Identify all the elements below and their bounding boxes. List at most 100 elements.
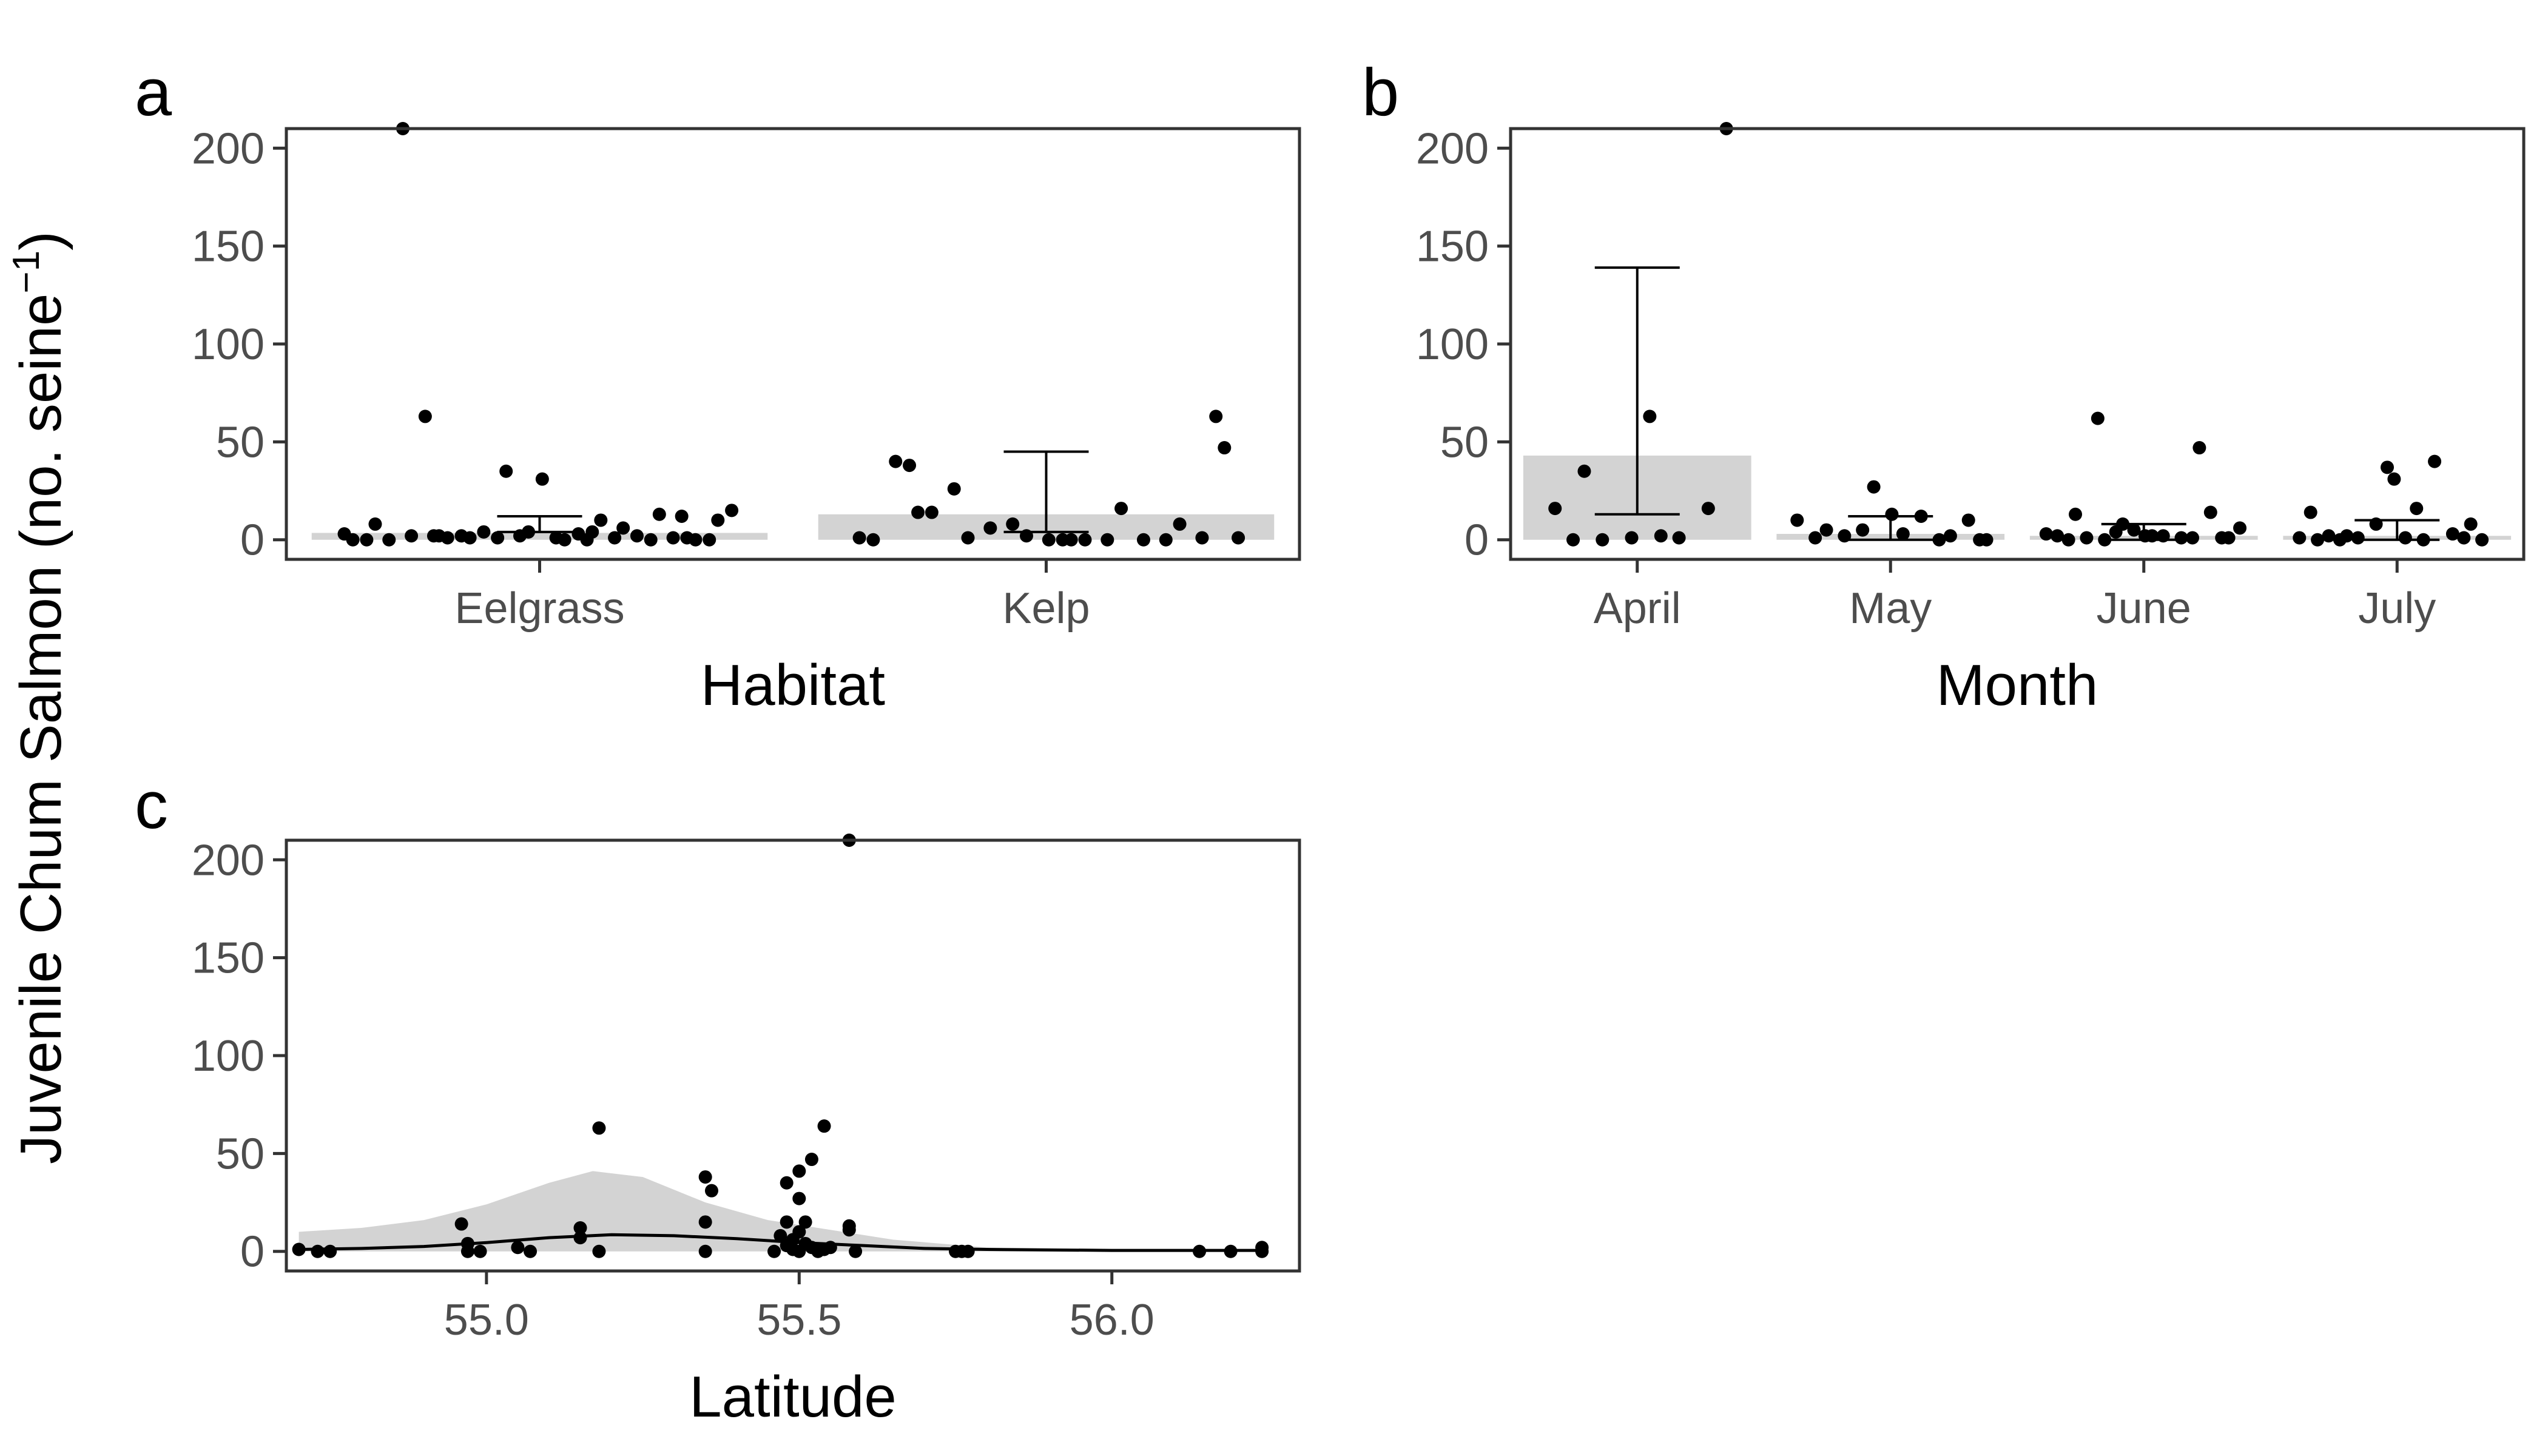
data-point <box>1255 1241 1269 1255</box>
panel-label-b: b <box>1362 55 1399 130</box>
data-point <box>798 1215 812 1229</box>
data-point <box>780 1176 794 1190</box>
data-point <box>454 529 468 543</box>
x-tick-label: 56.0 <box>1070 1296 1154 1344</box>
data-point <box>323 1244 337 1258</box>
data-point <box>360 533 374 547</box>
data-point <box>698 1215 712 1229</box>
y-tick-label: 100 <box>1416 320 1489 369</box>
data-point <box>852 531 866 545</box>
data-point <box>1790 513 1804 527</box>
data-point <box>780 1215 794 1229</box>
y-tick-label: 50 <box>1440 418 1489 467</box>
data-point <box>911 505 925 519</box>
data-point <box>1961 513 1975 527</box>
data-point <box>1701 502 1715 516</box>
y-tick-label: 100 <box>192 320 265 369</box>
data-point <box>2080 531 2094 545</box>
y-tick-label: 50 <box>216 1130 265 1178</box>
y-tick-label: 150 <box>1416 223 1489 271</box>
data-point <box>866 533 880 547</box>
y-tick-label: 100 <box>192 1032 265 1080</box>
data-point <box>2311 533 2325 547</box>
data-point <box>2380 460 2394 474</box>
data-point <box>2304 505 2317 519</box>
data-point <box>573 1221 587 1235</box>
data-point <box>2233 521 2247 535</box>
data-point <box>2174 531 2188 545</box>
data-point <box>792 1191 806 1205</box>
x-tick-label: May <box>1849 584 1932 633</box>
data-point <box>925 505 939 519</box>
data-point <box>675 510 689 523</box>
data-point <box>2203 505 2217 519</box>
data-point <box>1548 502 1562 516</box>
data-point <box>2398 531 2412 545</box>
data-point <box>2475 533 2489 547</box>
panel-label-c: c <box>135 768 168 843</box>
data-point <box>1625 531 1639 545</box>
x-tick-label: June <box>2097 584 2191 633</box>
y-tick-label: 200 <box>192 836 265 885</box>
data-point <box>2464 517 2478 531</box>
data-point <box>1643 410 1657 423</box>
data-point <box>817 1119 831 1133</box>
panel-c: c 0 50 100 150 200 55.0 55.5 56.0 Latitude <box>135 768 1301 1429</box>
data-point <box>792 1164 806 1178</box>
data-point <box>2039 527 2053 541</box>
data-point <box>1100 533 1114 547</box>
data-point <box>2069 507 2083 521</box>
y-tick-label: 150 <box>192 223 265 271</box>
data-point <box>849 1244 863 1258</box>
data-point <box>1596 533 1609 547</box>
data-point <box>767 1244 781 1258</box>
y-tick-label: 200 <box>1416 124 1489 173</box>
data-point <box>1209 410 1223 423</box>
data-point <box>903 459 917 473</box>
x-tick-label: April <box>1594 584 1681 633</box>
x-axis-title: Latitude <box>689 1364 897 1429</box>
data-point <box>1136 533 1150 547</box>
data-point <box>1672 531 1686 545</box>
smooth-fit-line <box>298 1233 1262 1252</box>
data-point <box>616 521 630 535</box>
data-point <box>1867 480 1881 494</box>
data-point <box>1808 531 1822 545</box>
x-tick-label: 55.0 <box>444 1296 529 1344</box>
data-point <box>652 507 666 521</box>
data-point <box>2091 411 2105 425</box>
data-point <box>1114 502 1128 516</box>
x-tick-label: Eelgrass <box>454 584 624 633</box>
data-point <box>418 410 432 423</box>
data-point <box>842 1219 856 1233</box>
data-point <box>594 513 608 527</box>
data-point <box>2457 531 2471 545</box>
data-point <box>585 525 599 539</box>
data-point <box>511 1241 525 1255</box>
data-point <box>608 531 622 545</box>
data-point <box>792 1225 806 1239</box>
data-point <box>680 531 694 545</box>
y-axis-label-main: Juvenile Chum Salmon (no. seine <box>8 294 73 1164</box>
plot-layer: a 0 50 100 150 200 Eelgrass Kelp Habitat b 0 50 100 1… <box>135 55 2526 1429</box>
panel-border <box>285 127 1301 561</box>
data-point <box>460 1244 474 1258</box>
data-point <box>1006 517 1020 531</box>
data-point <box>549 531 563 545</box>
x-axis-title: Habitat <box>701 653 885 718</box>
x-axis-title: Month <box>1936 653 2098 718</box>
data-point <box>704 1184 718 1198</box>
data-point <box>889 454 903 468</box>
data-point <box>477 525 491 539</box>
data-point <box>1654 529 1668 543</box>
data-point <box>947 482 961 496</box>
data-point <box>292 1242 306 1256</box>
y-axis-label-close: ) <box>8 231 73 251</box>
data-point <box>804 1153 818 1167</box>
data-point <box>2322 529 2336 543</box>
data-point <box>2293 531 2307 545</box>
y-tick-label: 0 <box>240 1228 265 1276</box>
shared-y-axis-label: Juvenile Chum Salmon (no. seine−1) <box>5 231 73 1164</box>
